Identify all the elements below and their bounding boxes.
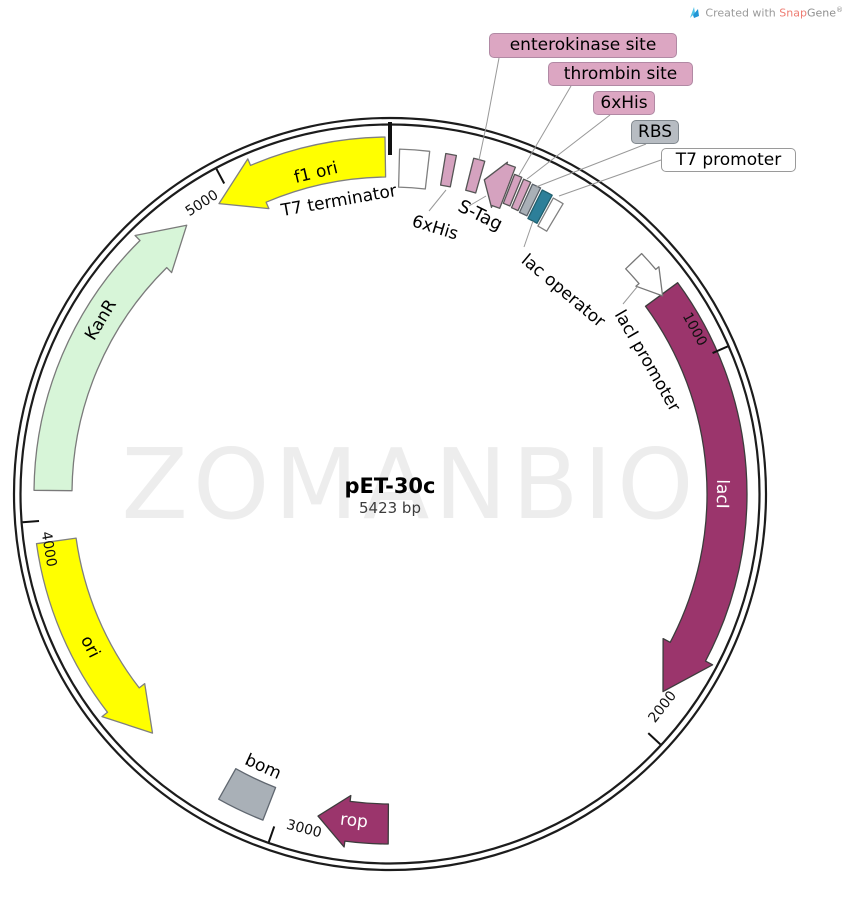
- leader-rbs: [535, 143, 647, 188]
- feature-label-lac-operator: lac operator: [517, 250, 609, 332]
- feature-label-6xhis-c: 6xHis: [409, 212, 460, 245]
- tick-label-2000: 2000: [645, 688, 680, 726]
- tick-5000: [215, 168, 226, 184]
- callout-rbs: RBS: [631, 120, 679, 144]
- feature-label-laci: lacI: [712, 479, 732, 509]
- callout-enterokinase-site: enterokinase site: [489, 33, 677, 58]
- feature-laci: [644, 282, 748, 693]
- feature-6xhis-c: [439, 152, 458, 188]
- feature-enterokinase: [465, 157, 486, 194]
- snapgene-credit: Created with SnapGene®: [689, 6, 843, 20]
- snapgene-logo-icon: [690, 7, 700, 19]
- tick-label-5000: 5000: [183, 187, 222, 220]
- feature-t7-terminator: [397, 148, 431, 190]
- tick-label-4000: 4000: [38, 530, 59, 568]
- feature-s-tag: [483, 161, 517, 209]
- tick-1000: [712, 345, 729, 354]
- feature-t7-promoter: [537, 197, 564, 232]
- callout-6xhis: 6xHis: [593, 91, 655, 115]
- leader-laci-promoter: [622, 286, 638, 305]
- brand-snap: Snap: [779, 6, 807, 20]
- tick-4000: [22, 520, 40, 524]
- plasmid-title-block: pET-30c 5423 bp: [344, 474, 435, 517]
- leader-6xhis-n: [526, 114, 611, 180]
- feature-6xhis-n: [510, 178, 532, 212]
- feature-rop: [317, 794, 390, 848]
- feature-kanr: [33, 224, 188, 492]
- leader-t7-promoter: [558, 159, 662, 197]
- feature-laci-promoter: [625, 252, 664, 297]
- feature-thrombin: [502, 173, 523, 207]
- callout-thrombin-site: thrombin site: [548, 62, 693, 86]
- callout-t7-promoter: T7 promoter: [661, 148, 796, 172]
- registered-mark: ®: [836, 6, 843, 14]
- tick-label-3000: 3000: [285, 817, 323, 841]
- feature-label-rop: rop: [339, 810, 369, 833]
- plasmid-size: 5423 bp: [358, 499, 421, 517]
- plasmid-name: pET-30c: [344, 474, 436, 498]
- credit-text: Created with SnapGene®: [705, 6, 843, 20]
- feature-bom: [218, 768, 277, 821]
- watermark: ZOMANBIO: [121, 428, 699, 541]
- leader-lac-operator: [523, 220, 534, 248]
- leader-s-tag: [468, 195, 487, 207]
- leader-thrombin: [518, 85, 572, 176]
- feature-lac-operator: [527, 189, 553, 224]
- tick-2000: [647, 732, 662, 746]
- backbone-circle-outer: [12, 116, 768, 872]
- feature-f1-ori: [218, 136, 387, 210]
- leader-enterokinase: [478, 57, 500, 161]
- tick-3000: [267, 826, 276, 843]
- feature-ori: [35, 537, 154, 734]
- feature-rbs: [518, 183, 542, 217]
- brand-gene: Gene: [806, 6, 836, 20]
- leader-6xhis-c: [428, 189, 447, 212]
